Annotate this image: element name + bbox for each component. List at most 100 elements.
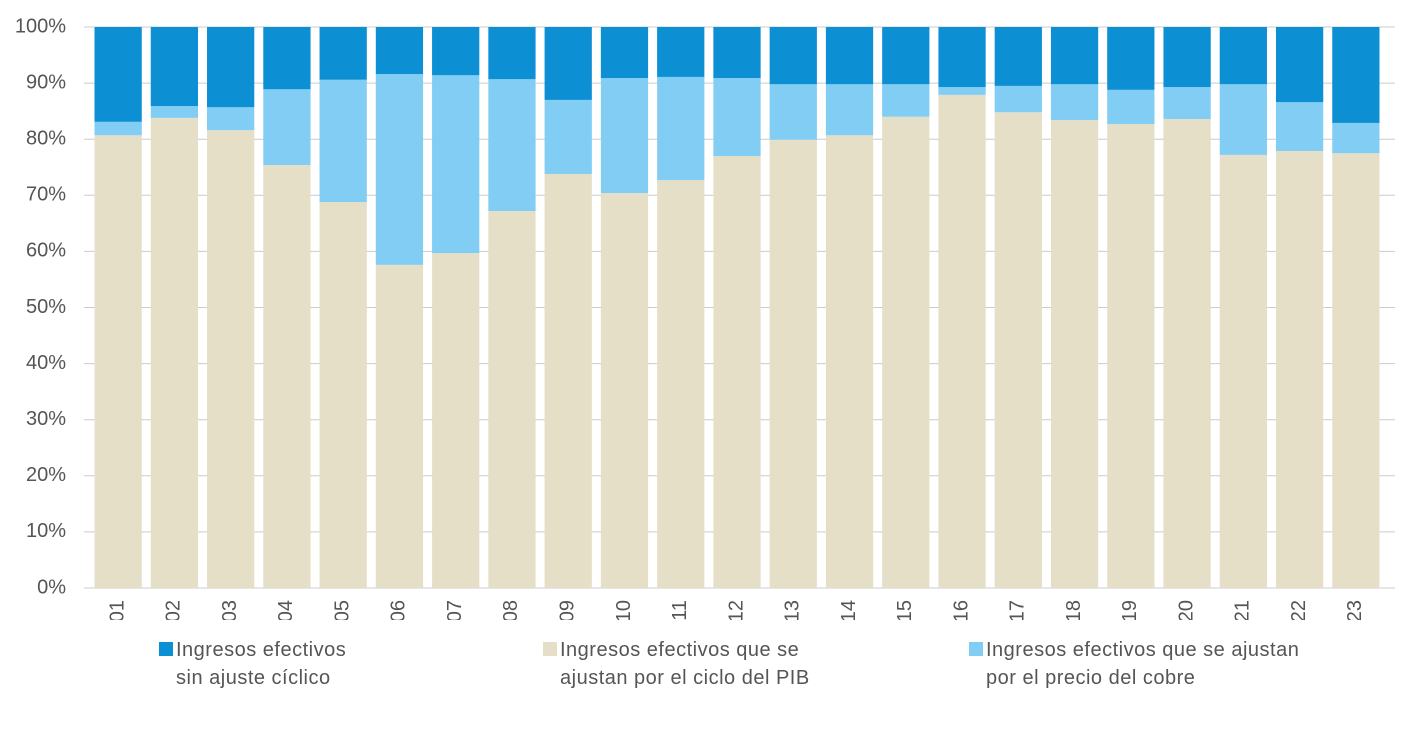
- x-tick-label: 2016: [950, 600, 972, 620]
- bar-segment: [94, 135, 142, 588]
- bar-segment: [769, 27, 817, 85]
- y-tick-label: 30%: [26, 408, 66, 430]
- bar-segment: [1163, 119, 1211, 588]
- x-tick-label: 2013: [782, 600, 804, 620]
- x-tick-label: 2004: [275, 600, 297, 620]
- legend-swatch: [969, 642, 983, 656]
- x-tick-label: 2018: [1063, 600, 1085, 620]
- x-tick-label: 2002: [163, 600, 185, 620]
- bar-segment: [825, 84, 874, 136]
- bar-segment: [375, 74, 424, 265]
- bar-segment: [207, 107, 255, 131]
- bar-segment: [1219, 27, 1267, 85]
- bar-segment: [657, 76, 705, 181]
- bar-segment: [882, 116, 930, 588]
- bar-segment: [1275, 102, 1324, 151]
- bar-segment: [319, 27, 367, 80]
- bar-segment: [1050, 120, 1099, 588]
- bar-segment: [938, 94, 986, 589]
- bar-segment: [657, 180, 705, 588]
- legend-swatch: [543, 642, 557, 656]
- bar-segment: [882, 84, 930, 117]
- bar-segment: [825, 135, 874, 588]
- legend-label: Ingresos efectivos que se ajustan por el…: [560, 639, 810, 689]
- x-tick-label: 2008: [500, 600, 522, 620]
- bar-segment: [1219, 84, 1267, 155]
- bar-segment: [1275, 150, 1324, 588]
- bar-segment: [263, 165, 311, 589]
- bar-segment: [769, 84, 817, 140]
- bar-segment: [488, 27, 536, 80]
- bar-segment: [150, 117, 199, 588]
- bar-segment: [713, 27, 761, 79]
- x-tick-label: 2010: [613, 600, 635, 620]
- bar-segment: [600, 27, 649, 79]
- chart: 0% 10% 20% 30% 40% 50% 60% 70% 80% 90% 100% 2001 200…: [15, 15, 1395, 645]
- x-tick-label: 2001: [106, 600, 128, 620]
- bar-segment: [1275, 27, 1324, 103]
- x-tick-label: 2012: [725, 600, 747, 620]
- bar-segment: [994, 112, 1042, 588]
- bar-segment: [1219, 154, 1267, 588]
- legend-item: Ingresos efectivos sin ajuste cíclico: [159, 636, 376, 692]
- y-tick-label: 50%: [26, 296, 66, 318]
- bar-segment: [207, 27, 255, 108]
- bar-segment: [1050, 84, 1099, 121]
- bar-segment: [488, 211, 536, 588]
- x-tick-label: 2022: [1288, 600, 1310, 620]
- bar-segment: [1332, 122, 1380, 154]
- x-tick-label: 2006: [388, 600, 410, 620]
- x-tick-label: 2011: [669, 600, 691, 620]
- bar-segment: [263, 27, 311, 90]
- x-tick-label: 2020: [1175, 600, 1197, 620]
- bar-segment: [263, 89, 311, 166]
- bar-segment: [544, 27, 592, 100]
- x-tick-label: 2023: [1344, 600, 1366, 620]
- legend-swatch: [159, 642, 173, 656]
- bar-segment: [1332, 153, 1380, 588]
- y-tick-label: 40%: [26, 352, 66, 374]
- bar-segment: [1163, 27, 1211, 88]
- bar-segment: [488, 79, 536, 212]
- bar-segment: [713, 78, 761, 157]
- y-tick-label: 20%: [26, 464, 66, 486]
- bar-segment: [1050, 27, 1099, 85]
- x-tick-label: 2005: [331, 600, 353, 620]
- bar-segment: [994, 27, 1042, 86]
- x-tick-label: 2003: [219, 600, 241, 620]
- legend-label: Ingresos efectivos sin ajuste cíclico: [176, 639, 347, 689]
- bar-segment: [150, 106, 199, 118]
- bar-segment: [432, 75, 480, 254]
- bar-segment: [938, 27, 986, 88]
- bar-segment: [207, 130, 255, 588]
- bar-segment: [713, 156, 761, 588]
- y-tick-label: 90%: [26, 71, 66, 93]
- bar-segment: [769, 139, 817, 589]
- y-tick-label: 10%: [26, 520, 66, 542]
- bar-segment: [319, 202, 367, 589]
- bar-segment: [938, 87, 986, 95]
- bar-segment: [825, 27, 874, 85]
- x-tick-label: 2009: [556, 600, 578, 620]
- bar-segment: [432, 253, 480, 588]
- bar-segment: [882, 27, 930, 85]
- y-tick-label: 80%: [26, 127, 66, 149]
- y-tick-label: 70%: [26, 184, 66, 206]
- bar-segment: [1107, 124, 1155, 588]
- y-tick-label: 60%: [26, 240, 66, 262]
- bar-segment: [657, 27, 705, 77]
- bar-segment: [1107, 27, 1155, 90]
- x-tick-label: 2021: [1232, 600, 1254, 620]
- y-tick-label: 100%: [15, 15, 66, 37]
- legend-label: Ingresos efectivos que se ajustan por el…: [986, 639, 1300, 689]
- bar-segment: [375, 27, 424, 75]
- x-tick-label: 2017: [1007, 600, 1029, 620]
- bar-segment: [994, 85, 1042, 113]
- legend-item: Ingresos efectivos que se ajustan por el…: [543, 636, 860, 692]
- bar-segment: [94, 27, 142, 122]
- bar-segment: [150, 27, 199, 107]
- x-tick-label: 2007: [444, 600, 466, 620]
- bar-segment: [544, 99, 592, 174]
- bar-segment: [375, 264, 424, 588]
